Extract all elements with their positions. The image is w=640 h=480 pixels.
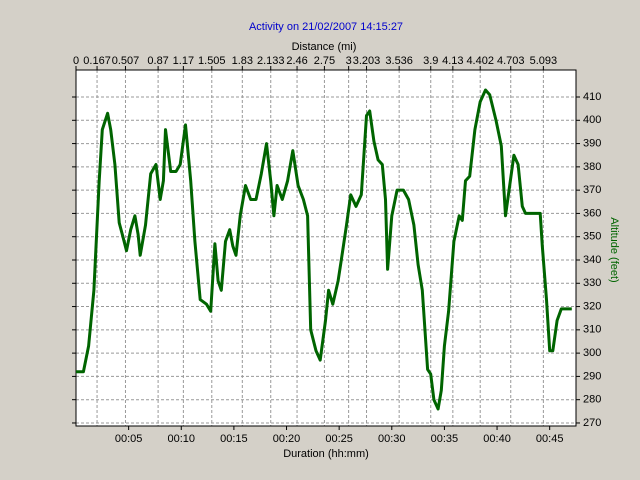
top-tick-label: 0.167	[83, 55, 111, 67]
top-tick-label: 3.9	[423, 55, 438, 67]
y-tick-label: 270	[583, 417, 601, 429]
x-tick-label: 00:45	[536, 433, 564, 445]
y-tick-label: 410	[583, 91, 601, 103]
plot-area	[76, 70, 576, 426]
top-tick-label: 4.13	[442, 55, 463, 67]
top-axis-label: Distance (mi)	[292, 41, 357, 53]
y-tick-label: 400	[583, 114, 601, 126]
x-tick-label: 00:30	[378, 433, 406, 445]
altitude-line	[76, 88, 572, 411]
top-tick-label: 2.133	[257, 55, 285, 67]
y-tick-label: 380	[583, 161, 601, 173]
top-tick-label: 2.46	[286, 55, 307, 67]
top-tick-label: 3	[346, 55, 352, 67]
x-tick-label: 00:35	[431, 433, 459, 445]
top-tick-label: 3.536	[385, 55, 413, 67]
y-tick-label: 370	[583, 184, 601, 196]
x-tick-label: 00:20	[273, 433, 301, 445]
x-tick-label: 00:15	[220, 433, 248, 445]
y-tick-label: 390	[583, 137, 601, 149]
y-axis-label: Altitude (feet)	[608, 217, 620, 282]
top-tick-label: 2.75	[314, 55, 335, 67]
top-tick-label: 3.203	[353, 55, 381, 67]
x-axis-label: Duration (hh:mm)	[283, 448, 369, 460]
y-tick-label: 310	[583, 324, 601, 336]
top-tick-label: 0	[73, 55, 79, 67]
x-tick-label: 00:25	[325, 433, 353, 445]
top-tick-label: 0.87	[147, 55, 168, 67]
x-tick-label: 00:10	[167, 433, 195, 445]
top-tick-label: 1.505	[198, 55, 226, 67]
top-tick-label: 4.402	[466, 55, 494, 67]
y-tick-label: 300	[583, 347, 601, 359]
y-tick-label: 360	[583, 207, 601, 219]
plot-border	[75, 69, 577, 427]
y-tick-label: 320	[583, 300, 601, 312]
chart-title: Activity on 21/02/2007 14:15:27	[249, 21, 403, 33]
x-tick-label: 00:40	[483, 433, 511, 445]
y-tick-label: 350	[583, 231, 601, 243]
y-tick-label: 330	[583, 277, 601, 289]
y-tick-label: 280	[583, 394, 601, 406]
top-tick-label: 1.17	[173, 55, 194, 67]
y-tick-label: 290	[583, 370, 601, 382]
top-tick-label: 4.703	[497, 55, 525, 67]
top-tick-label: 5.093	[530, 55, 558, 67]
top-tick-label: 1.83	[232, 55, 253, 67]
x-tick-label: 00:05	[115, 433, 143, 445]
top-tick-label: 0.507	[112, 55, 140, 67]
y-tick-label: 340	[583, 254, 601, 266]
